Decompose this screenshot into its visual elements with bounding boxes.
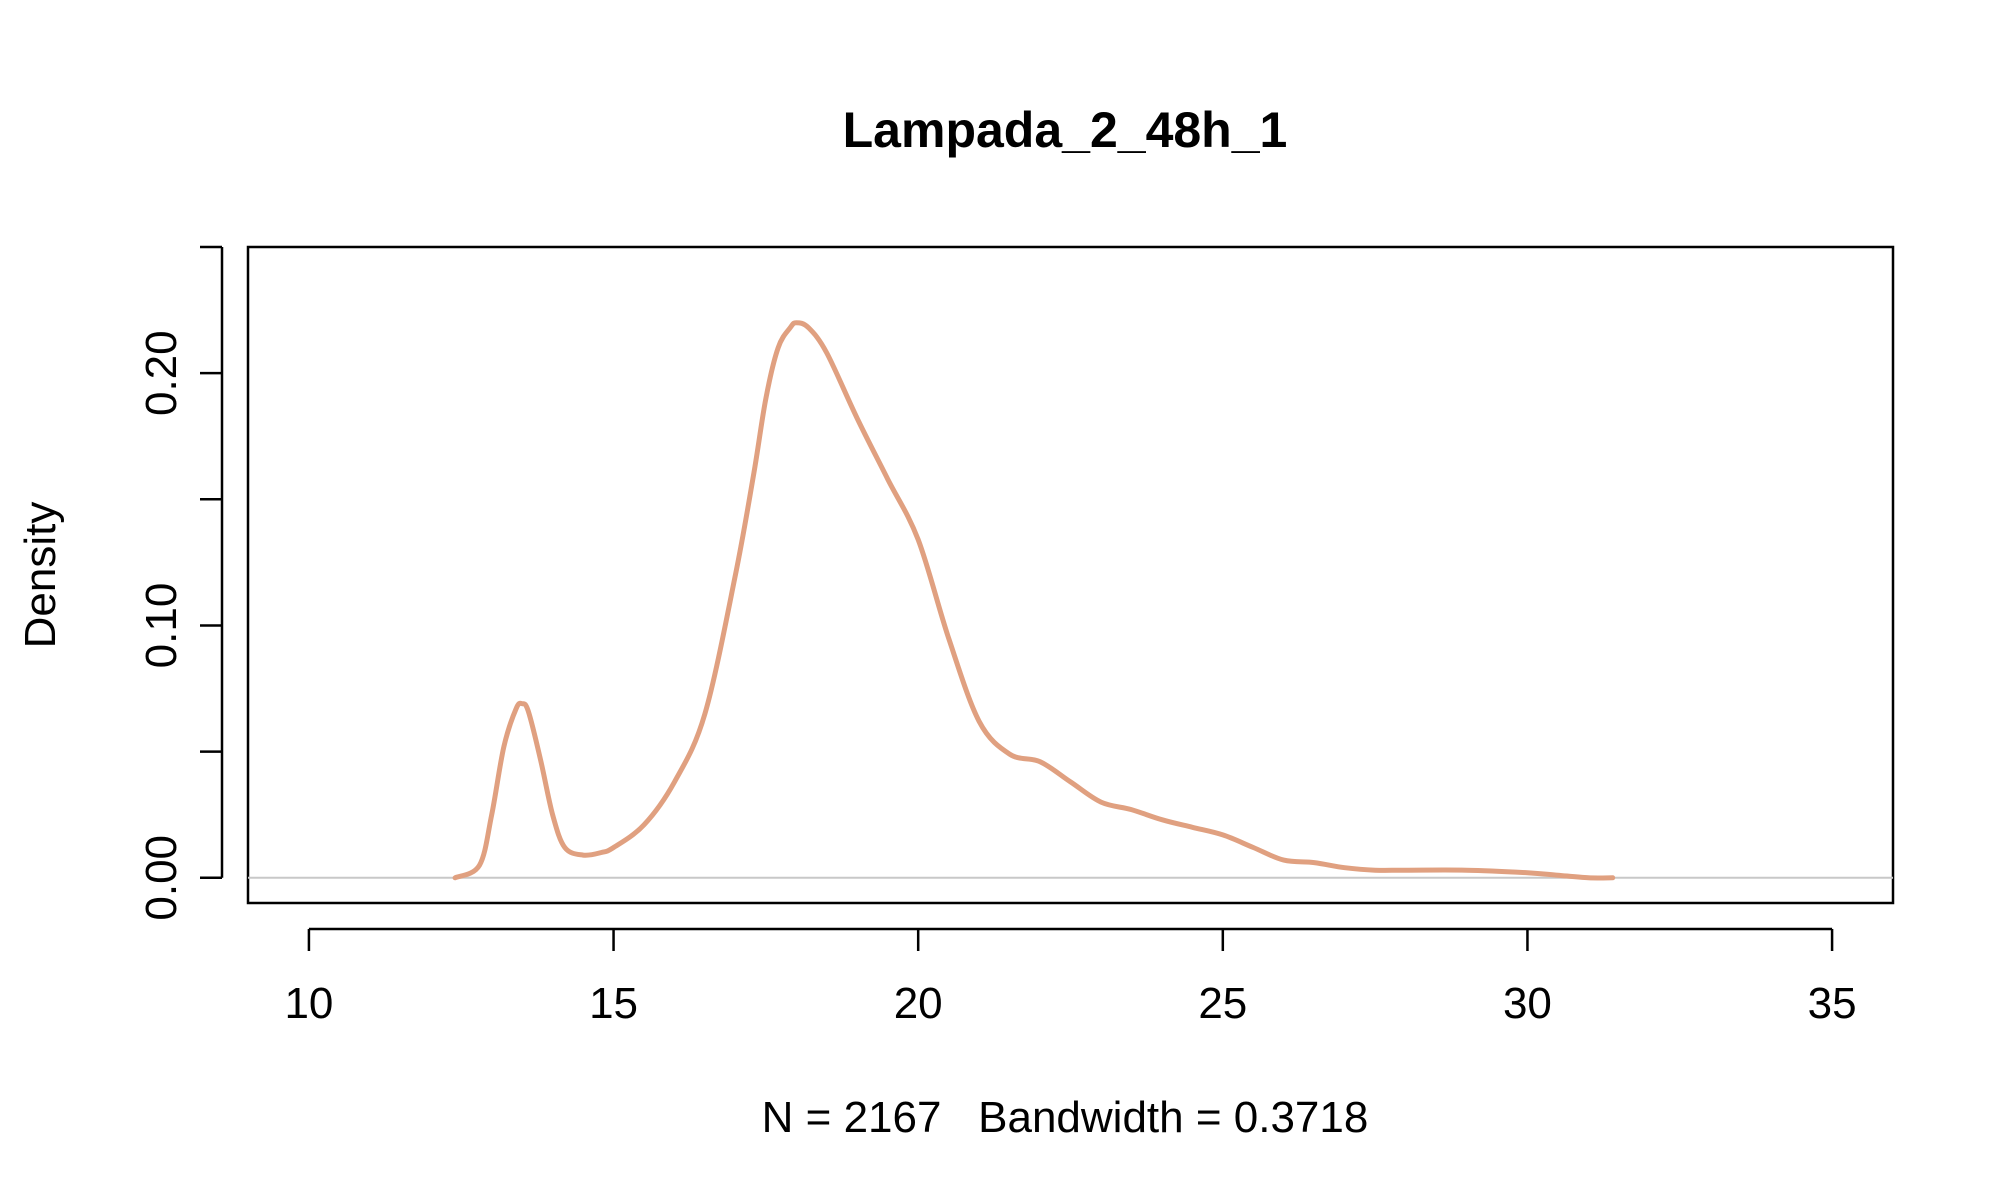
y-axis: 0.00 0.10 0.20: [137, 245, 224, 921]
x-axis: 10 15 20 25 30 35: [284, 927, 1857, 1028]
y-tick-label: 0.20: [137, 330, 186, 416]
chart-title: Lampada_2_48h_1: [843, 102, 1288, 158]
y-tick-label: 0.10: [137, 583, 186, 669]
x-tick-label: 35: [1808, 979, 1857, 1028]
x-tick-label: 15: [589, 979, 638, 1028]
y-axis-label: Density: [16, 502, 65, 649]
y-tick-label: 0.00: [137, 835, 186, 921]
x-axis-label: N = 2167 Bandwidth = 0.3718: [762, 1093, 1369, 1142]
plot-frame: [246, 245, 1895, 905]
x-tick-label: 20: [894, 979, 943, 1028]
x-tick-label: 10: [284, 979, 333, 1028]
x-tick-label: 30: [1503, 979, 1552, 1028]
x-tick-label: 25: [1198, 979, 1247, 1028]
density-curve: [452, 320, 1616, 881]
